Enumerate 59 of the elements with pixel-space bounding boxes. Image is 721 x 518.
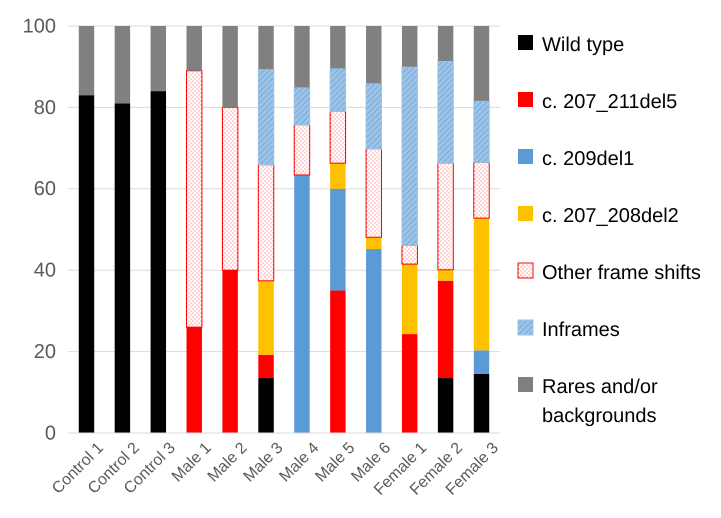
bar bbox=[401, 244, 418, 265]
legend-label: Rares and/or backgrounds bbox=[542, 376, 658, 427]
y-tick-label: 20 bbox=[34, 341, 56, 363]
bar bbox=[258, 378, 274, 433]
bar bbox=[114, 103, 130, 433]
bar bbox=[330, 163, 346, 189]
bar bbox=[294, 86, 310, 126]
y-tick-label: 100 bbox=[22, 15, 56, 38]
bar bbox=[366, 237, 382, 250]
bar bbox=[258, 280, 274, 355]
legend-label: c. 207_208del2 bbox=[542, 205, 679, 227]
bar bbox=[474, 350, 490, 374]
bar bbox=[258, 164, 274, 282]
bar bbox=[402, 264, 418, 334]
y-tick-label: 80 bbox=[34, 96, 56, 119]
bar bbox=[437, 60, 454, 164]
bar bbox=[474, 218, 490, 350]
bar bbox=[366, 26, 382, 84]
y-tick-label: 60 bbox=[34, 178, 56, 200]
bar bbox=[473, 162, 490, 219]
bar bbox=[78, 95, 94, 433]
legend-label: Other frame shifts bbox=[542, 262, 701, 284]
bar bbox=[438, 270, 454, 281]
bar bbox=[294, 26, 310, 88]
bar bbox=[222, 26, 238, 108]
bar bbox=[78, 26, 94, 96]
bar bbox=[330, 110, 346, 164]
bar bbox=[438, 378, 454, 433]
bar bbox=[114, 26, 130, 104]
bar bbox=[366, 82, 382, 150]
bar bbox=[294, 124, 310, 176]
bar bbox=[474, 26, 490, 101]
y-tick-label: 40 bbox=[34, 260, 56, 282]
bar bbox=[437, 162, 454, 270]
y-tick-label: 0 bbox=[44, 422, 56, 444]
bar bbox=[402, 334, 418, 433]
bar bbox=[401, 66, 418, 246]
bar bbox=[150, 91, 166, 433]
bar bbox=[258, 68, 274, 166]
bar bbox=[438, 26, 454, 61]
bar bbox=[330, 188, 346, 291]
bar bbox=[330, 68, 346, 112]
bar bbox=[330, 26, 346, 68]
legend-label: Wild type bbox=[542, 34, 624, 56]
bar bbox=[294, 174, 310, 433]
bar bbox=[150, 26, 166, 92]
bar bbox=[330, 290, 346, 433]
bar bbox=[186, 26, 202, 71]
legend-label: Inframes bbox=[542, 319, 620, 341]
bar bbox=[258, 354, 274, 378]
legend-label: c. 207_211del5 bbox=[542, 91, 678, 113]
bar bbox=[366, 249, 382, 433]
bar bbox=[438, 280, 454, 378]
bar bbox=[258, 26, 274, 70]
bar bbox=[473, 100, 490, 163]
bar bbox=[402, 26, 418, 67]
bar bbox=[474, 374, 490, 433]
legend-label: c. 209del1 bbox=[542, 148, 634, 170]
bar bbox=[366, 148, 382, 238]
